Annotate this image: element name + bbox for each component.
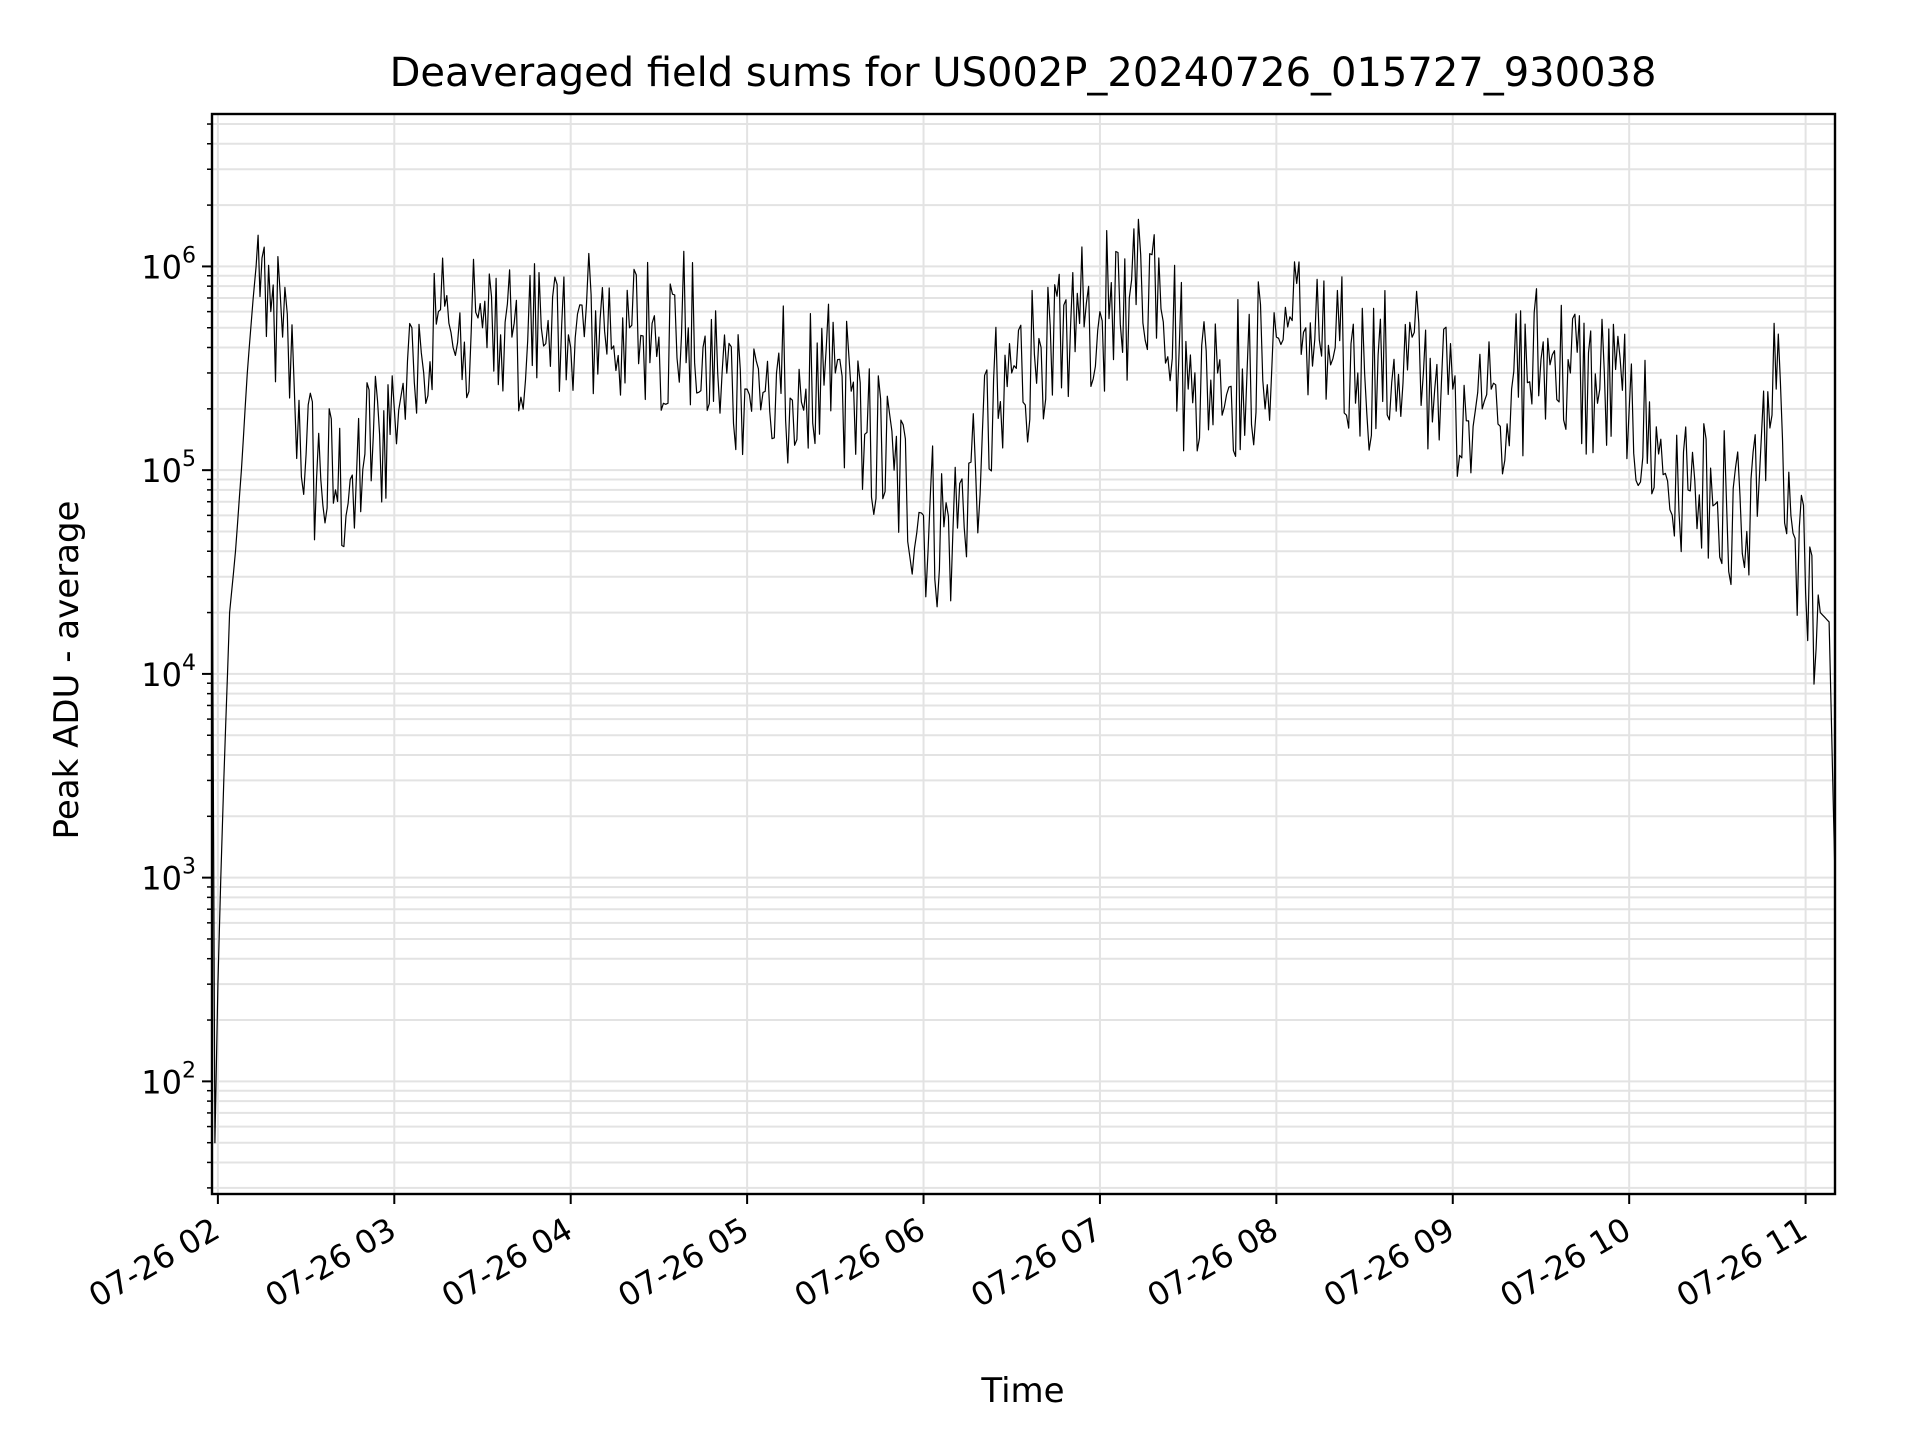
x-tick-label: 07-26 03 <box>259 1210 403 1315</box>
x-tick-label: 07-26 10 <box>1494 1210 1638 1315</box>
x-axis-title: Time <box>980 1371 1064 1411</box>
y-tick-label: 106 <box>141 243 196 286</box>
y-tick-label: 102 <box>141 1058 196 1101</box>
x-axis: 07-26 02 07-26 03 07-26 04 07-26 05 07-26 06… <box>82 1194 1814 1315</box>
x-tick-label: 07-26 11 <box>1670 1210 1814 1315</box>
x-tick-label: 07-26 04 <box>435 1210 579 1315</box>
x-tick-label: 07-26 07 <box>964 1210 1108 1315</box>
series-layer <box>211 218 1836 1144</box>
y-tick-label: 104 <box>141 651 196 694</box>
y-axis-title: Peak ADU - average <box>47 501 87 840</box>
x-tick-label: 07-26 08 <box>1141 1210 1285 1315</box>
x-tick-label: 07-26 09 <box>1317 1210 1461 1315</box>
x-tick-label: 07-26 05 <box>612 1210 756 1315</box>
x-tick-label: 07-26 02 <box>82 1210 226 1315</box>
y-tick-label: 105 <box>141 447 196 490</box>
plot-frame <box>210 112 1837 1196</box>
series-line <box>211 218 1836 1144</box>
grid-layer <box>212 114 1835 1194</box>
x-tick-label: 07-26 06 <box>788 1210 932 1315</box>
y-tick-label: 103 <box>141 855 196 898</box>
y-axis: 102 103 104 105 106 <box>141 123 212 1189</box>
chart-title: Deaveraged field sums for US002P_2024072… <box>390 50 1657 96</box>
